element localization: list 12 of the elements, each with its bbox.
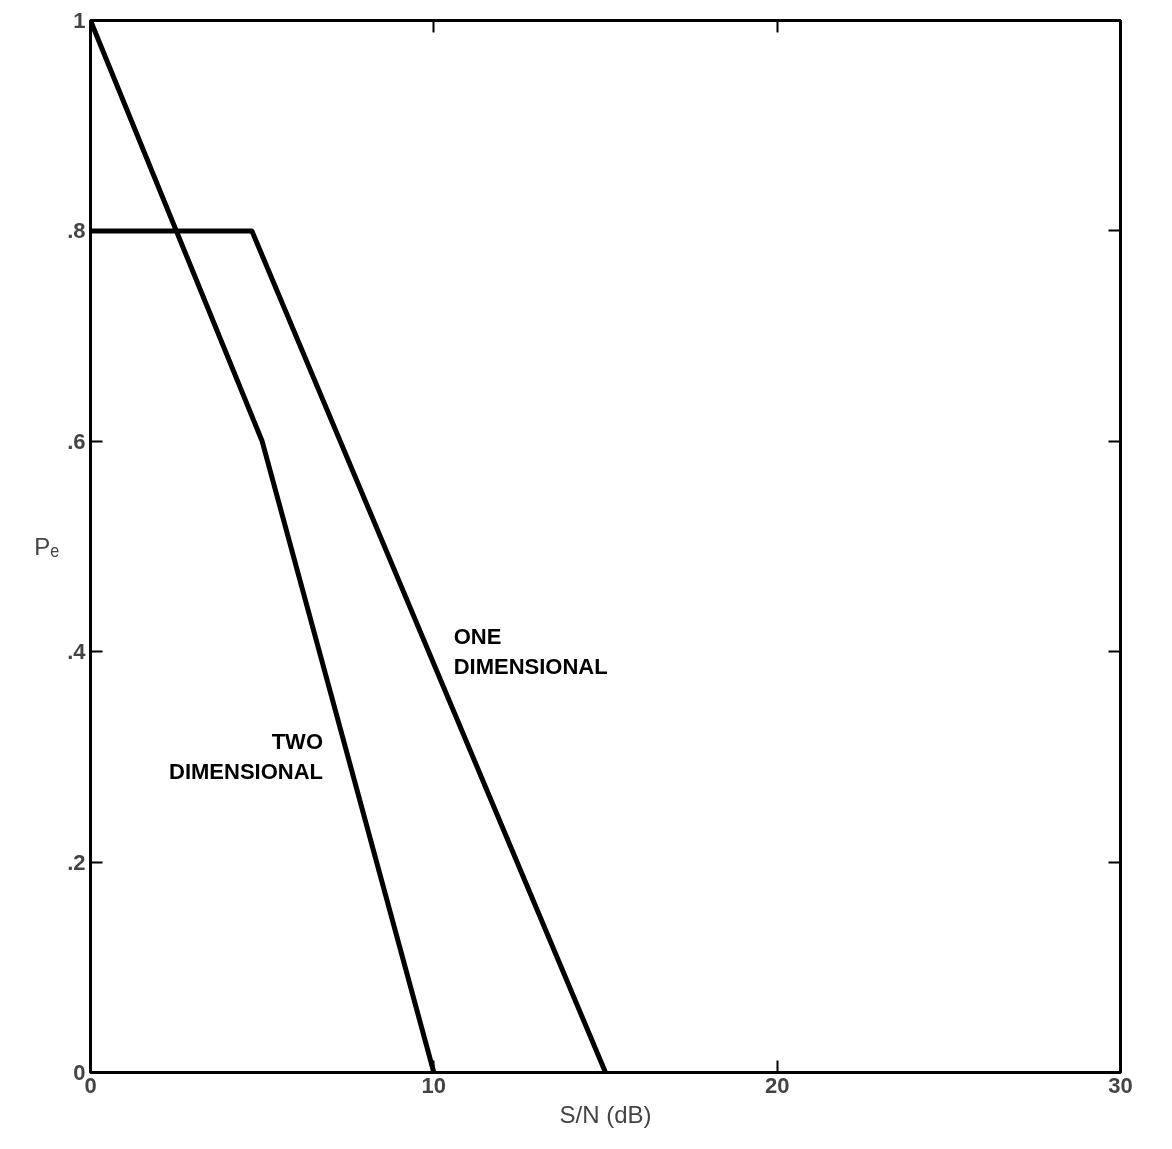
y-tick-label: .4 bbox=[67, 639, 87, 665]
x-tick-label: 10 bbox=[421, 1072, 447, 1098]
x-tick-label: 30 bbox=[1108, 1072, 1133, 1098]
series-label: ONE DIMENSIONAL bbox=[453, 624, 608, 680]
y-axis-title: Pₑ bbox=[34, 533, 60, 560]
y-tick-label: .8 bbox=[67, 218, 86, 244]
x-tick-label: 20 bbox=[764, 1072, 790, 1098]
y-tick-label: .6 bbox=[67, 428, 86, 454]
y-tick-label: 1 bbox=[73, 8, 86, 33]
y-tick-label: .2 bbox=[67, 849, 86, 875]
series-label: TWO DIMENSIONAL bbox=[169, 729, 324, 785]
x-axis-title: S/N (dB) bbox=[559, 1100, 652, 1128]
